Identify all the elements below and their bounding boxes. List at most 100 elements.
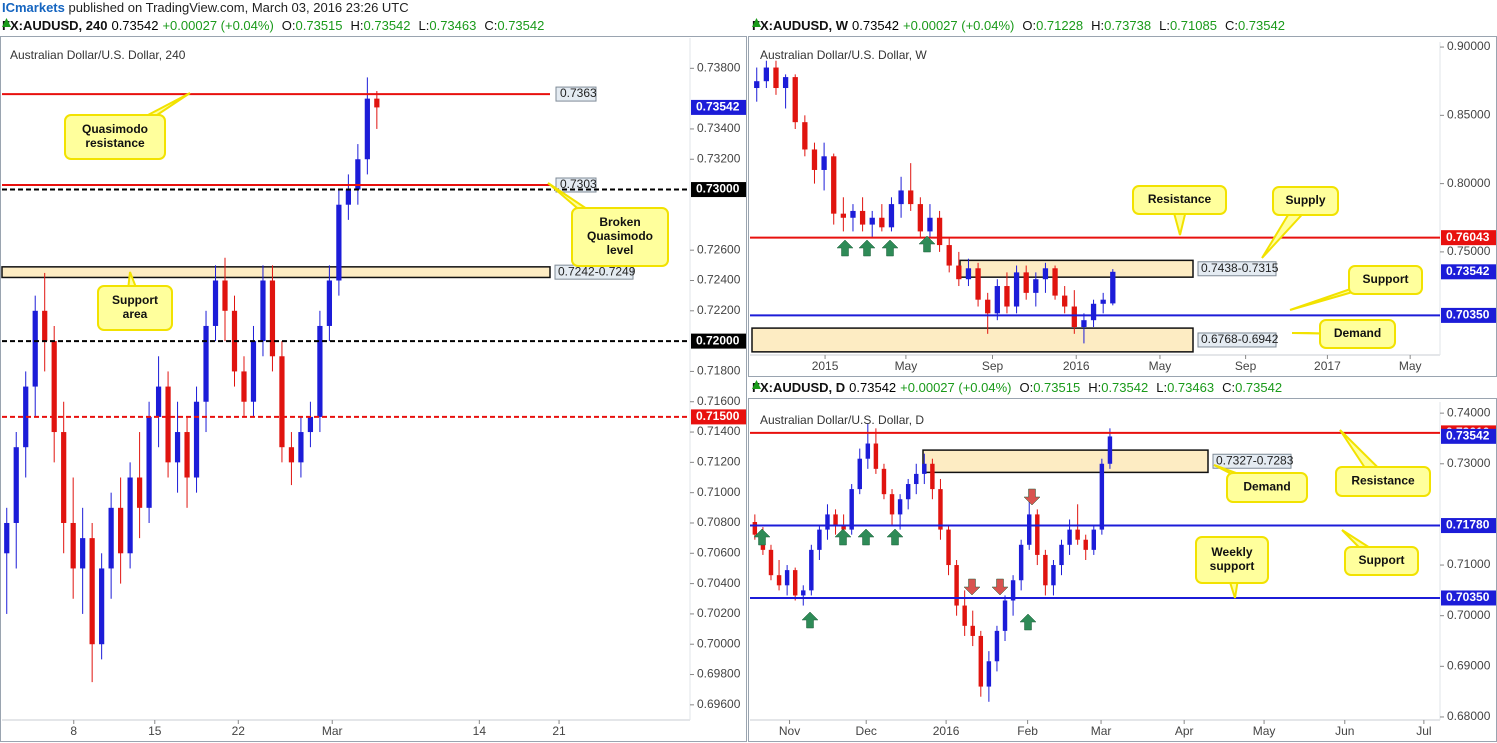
candle-body (752, 522, 758, 535)
candle-body (70, 522, 76, 569)
candle-body (13, 447, 19, 523)
candle-body (754, 81, 760, 89)
price-tag-label: 0.71780 (1446, 518, 1490, 532)
up-arrow (918, 235, 936, 253)
candle-body (146, 416, 152, 508)
ohlc-key: H: (1088, 380, 1102, 395)
callout-text: Quasimodo (587, 229, 653, 243)
ohlc-value: 0.73463 (1167, 380, 1215, 395)
zone-label-box (1197, 332, 1277, 348)
y-tick-label: 0.70000 (697, 636, 741, 650)
callout-text: resistance (85, 136, 145, 150)
candle-body (917, 204, 923, 232)
y-tick-label: 0.71600 (697, 394, 741, 408)
y-tick-label: 0.73200 (697, 151, 741, 165)
price-tag-label: 0.71500 (696, 409, 740, 423)
up-arrow (881, 239, 899, 257)
callout-text: Quasimodo (82, 122, 148, 136)
price-tag-label: 0.73542 (696, 100, 740, 114)
y-tick-label: 0.73400 (697, 121, 741, 135)
candle-body (817, 529, 822, 550)
zone-label: 0.6768-0.6942 (1201, 332, 1279, 346)
candle-body (1018, 544, 1024, 581)
candle-body (1051, 565, 1056, 586)
candle-body (922, 463, 927, 474)
candle-body (792, 77, 798, 123)
y-tick-label: 0.72200 (697, 303, 741, 317)
x-tick-label: Nov (779, 724, 800, 738)
price-tag (691, 333, 746, 349)
candle-body (279, 356, 285, 448)
x-tick-label: 15 (148, 724, 162, 738)
y-tick-label: 0.85000 (1447, 108, 1491, 122)
candle-body (881, 468, 887, 495)
ohlc-value: 0.73463 (429, 18, 477, 33)
up-triangle (752, 18, 761, 27)
down-arrow (963, 578, 981, 596)
candle-body (80, 538, 86, 569)
ohlc-value: 0.73542 (1235, 380, 1283, 395)
y-tick-label: 0.69600 (697, 697, 741, 711)
level-label: 0.7303 (560, 177, 597, 191)
ohlc-key: O: (1019, 380, 1034, 395)
ohlc-key: O: (1022, 18, 1037, 33)
callout-text: Resistance (1351, 474, 1415, 488)
candle-body (99, 568, 105, 645)
up-arrow (1019, 613, 1037, 631)
candle-body (4, 522, 10, 554)
zone (1, 266, 551, 279)
candle-body (317, 325, 323, 417)
candle-body (809, 549, 814, 591)
x-tick-label: 21 (552, 724, 566, 738)
candle-body (986, 661, 992, 687)
candle-body (165, 386, 171, 463)
x-tick-label: Mar (1091, 724, 1112, 738)
price-tag-label: 0.72000 (696, 333, 740, 347)
y-tick-label: 0.90000 (1447, 39, 1491, 53)
symbol: FX:AUDUSD, W (752, 18, 849, 33)
candle-body (898, 190, 904, 205)
panel-frame (0, 36, 747, 742)
panel-title: Australian Dollar/U.S. Dollar, D (760, 413, 924, 427)
up-arrow (801, 611, 819, 629)
x-tick-label: Sep (982, 359, 1004, 373)
x-tick-label: May (1399, 359, 1422, 373)
x-tick-label: 2015 (812, 359, 839, 373)
y-tick-label: 0.69000 (1447, 658, 1491, 672)
ohlc-item: C:0.73542 (1218, 380, 1282, 396)
candle-body (802, 122, 808, 150)
candle-body (155, 386, 162, 417)
x-tick-label: Dec (856, 724, 877, 738)
callout-box (1344, 546, 1419, 576)
candle-body (946, 529, 951, 566)
zone (959, 259, 1194, 278)
candle-body (1013, 272, 1020, 307)
change: +0.00027 (+0.04%) (162, 18, 274, 33)
change: +0.00027 (+0.04%) (900, 380, 1012, 395)
callout-text: level (607, 243, 634, 257)
candle-body (831, 156, 837, 214)
candle-body (326, 280, 333, 326)
price-tag (1441, 590, 1496, 606)
candle-body (1023, 272, 1029, 293)
candle-body (1107, 436, 1113, 464)
x-tick-label: 2016 (933, 724, 960, 738)
symbol-header: FX:AUDUSD, D 0.73542 +0.00027 (+0.04%) O:0.… (752, 380, 1282, 396)
ohlc-value: 0.73542 (1101, 380, 1149, 395)
x-tick-label: May (1253, 724, 1276, 738)
ohlc-item: O:0.73515 (1015, 380, 1080, 396)
x-tick-label: Sep (1235, 359, 1257, 373)
candle-body (1010, 580, 1016, 601)
y-tick-label: 0.70800 (697, 515, 741, 529)
candle-body (307, 416, 314, 433)
x-tick-label: May (895, 359, 918, 373)
candle-body (970, 625, 975, 636)
x-tick-label: Feb (1017, 724, 1038, 738)
callout-box (1132, 185, 1227, 215)
up-arrow (857, 528, 875, 546)
y-tick-label: 0.70000 (1447, 608, 1491, 622)
candle-body (821, 156, 827, 170)
down-arrow (991, 578, 1009, 596)
last-price: 0.73542 (111, 18, 159, 33)
callout-text: Support (1363, 272, 1409, 286)
